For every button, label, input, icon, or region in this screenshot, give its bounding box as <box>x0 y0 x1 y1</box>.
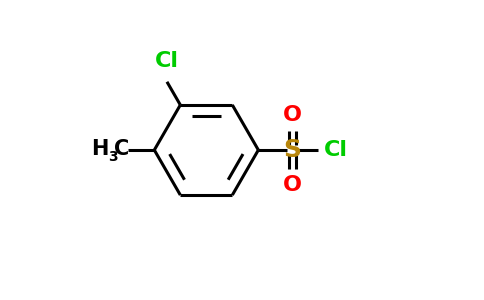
Text: C: C <box>114 139 129 159</box>
Text: Cl: Cl <box>324 140 348 160</box>
Text: O: O <box>283 105 302 125</box>
Text: Cl: Cl <box>155 51 179 71</box>
Text: O: O <box>283 175 302 195</box>
Text: 3: 3 <box>108 149 118 164</box>
Text: S: S <box>284 138 302 162</box>
Text: H: H <box>91 139 108 159</box>
